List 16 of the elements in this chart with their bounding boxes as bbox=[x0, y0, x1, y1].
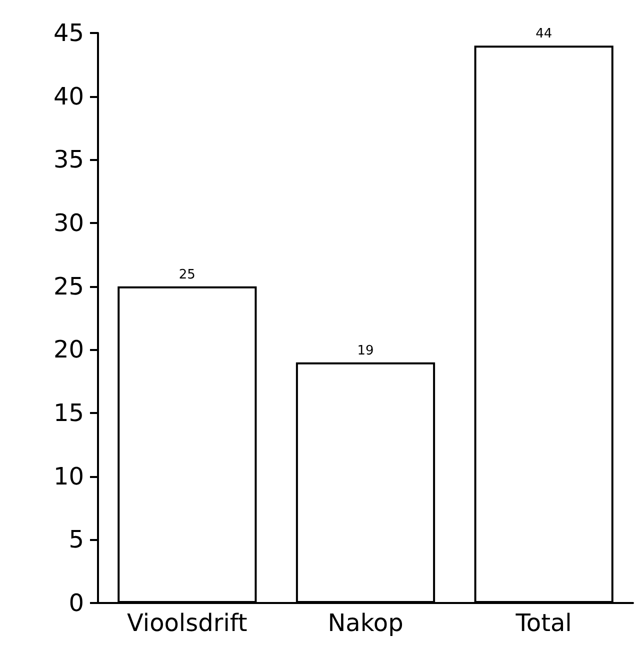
y-tick-label: 30 bbox=[53, 209, 84, 237]
data-label: 25 bbox=[178, 267, 196, 282]
y-tick-label: 20 bbox=[53, 336, 84, 364]
y-tick-label: 0 bbox=[68, 589, 84, 617]
y-tick-label: 25 bbox=[53, 272, 84, 300]
y-tick-label: 45 bbox=[53, 19, 84, 47]
y-tick-label: 10 bbox=[53, 462, 84, 490]
x-tick-label: Nakop bbox=[328, 609, 404, 637]
x-tick-label: Total bbox=[514, 609, 572, 637]
y-tick-label: 15 bbox=[53, 399, 84, 427]
x-tick-label: Vioolsdrift bbox=[127, 609, 248, 637]
data-label: 19 bbox=[357, 343, 374, 358]
data-label: 44 bbox=[536, 26, 552, 42]
y-tick-label: 5 bbox=[68, 526, 84, 554]
y-tick-label: 40 bbox=[53, 82, 84, 110]
y-tick-label: 35 bbox=[53, 146, 84, 174]
